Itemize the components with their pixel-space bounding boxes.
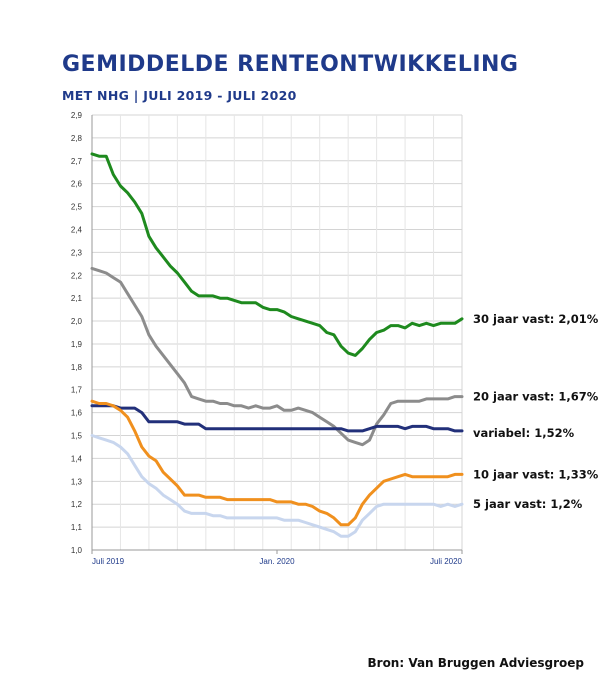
y-tick-label: 1,1	[71, 523, 83, 532]
series-label-4: 5 jaar vast: 1,2%	[473, 497, 583, 511]
x-tick-label: Juli 2019	[92, 557, 125, 566]
series-line-3	[90, 399, 464, 527]
axes: 1,0 1,1 1,2 1,3 1,4 1,5 1,6 1,7 1,8 1,9 2,0 2,1 2,2 2…	[71, 111, 463, 566]
chart-title: GEMIDDELDE RENTEONTWIKKELING	[62, 52, 519, 77]
x-tick-label: Jan. 2020	[259, 557, 295, 566]
chart-subtitle: MET NHG | JULI 2019 - JULI 2020	[62, 88, 297, 103]
y-tick-label: 2,6	[71, 180, 83, 189]
y-tick-label: 2,0	[71, 317, 83, 326]
series-lines	[90, 152, 464, 538]
series-line-4	[90, 434, 464, 538]
series-line-2	[90, 404, 464, 433]
series-line-1	[90, 266, 464, 447]
y-tick-label: 2,5	[71, 203, 83, 212]
y-tick-label: 2,7	[71, 157, 83, 166]
series-label-2: variabel: 1,52%	[473, 426, 575, 440]
y-tick-label: 1,5	[71, 432, 83, 441]
line-chart: 1,0 1,1 1,2 1,3 1,4 1,5 1,6 1,7 1,8 1,9 2,0 2,1 2,2 2…	[71, 111, 599, 566]
y-tick-label: 2,1	[71, 294, 83, 303]
y-tick-label: 2,4	[71, 225, 83, 234]
y-tick-label: 1,9	[71, 340, 83, 349]
y-tick-label: 2,9	[71, 111, 83, 120]
y-tick-label: 2,8	[71, 134, 83, 143]
series-label-0: 30 jaar vast: 2,01%	[473, 312, 599, 326]
x-tick-label: Juli 2020	[430, 557, 463, 566]
series-label-1: 20 jaar vast: 1,67%	[473, 390, 599, 404]
y-tick-label: 1,2	[71, 500, 83, 509]
series-labels: 30 jaar vast: 2,01% 20 jaar vast: 1,67% va…	[473, 312, 599, 511]
y-tick-label: 1,3	[71, 477, 83, 486]
source-note: Bron: Van Bruggen Adviesgroep	[367, 656, 585, 670]
y-tick-label: 2,2	[71, 271, 83, 280]
series-line-0	[90, 152, 464, 357]
y-tick-label: 2,3	[71, 248, 83, 257]
y-tick-label: 1,6	[71, 409, 83, 418]
y-tick-label: 1,0	[71, 546, 83, 555]
y-tick-label: 1,8	[71, 363, 83, 372]
y-tick-label: 1,7	[71, 386, 83, 395]
y-tick-label: 1,4	[71, 454, 83, 463]
series-label-3: 10 jaar vast: 1,33%	[473, 467, 599, 481]
